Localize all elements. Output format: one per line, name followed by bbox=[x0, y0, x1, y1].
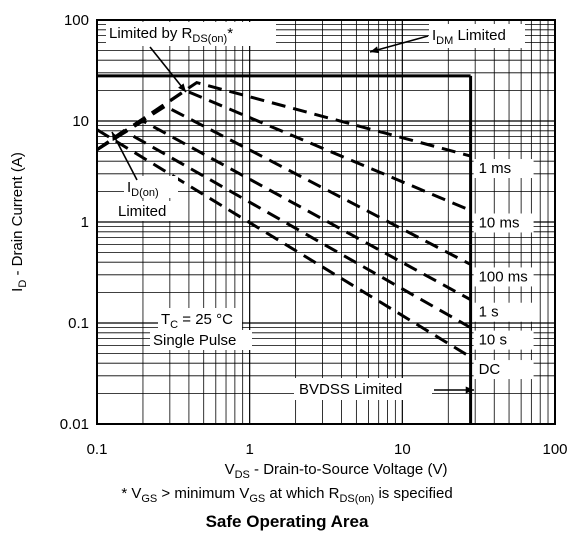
annotation-idm-limited: IDM Limited bbox=[432, 27, 506, 47]
arrow-rds bbox=[149, 46, 187, 93]
y-axis-title-part: D bbox=[17, 280, 29, 288]
curve-label-bg bbox=[473, 213, 534, 233]
annotation-idm-limited-bg bbox=[429, 24, 525, 48]
curve-label: 1 ms bbox=[479, 160, 512, 177]
x-axis-title: VDS - Drain-to-Source Voltage (V) bbox=[225, 461, 448, 481]
footnote: * VGS > minimum VGS at which RDS(on) is … bbox=[121, 485, 453, 505]
annotation-idon-limited: Limited bbox=[118, 203, 166, 220]
curve-label: 1 s bbox=[479, 304, 499, 321]
annotation-idon: ID(on) bbox=[127, 179, 159, 199]
curve-label-bg bbox=[473, 159, 534, 179]
y-tick-label: 1 bbox=[81, 214, 89, 231]
annotation-tc-part: T bbox=[161, 311, 170, 328]
series-10-s bbox=[96, 129, 472, 329]
curve-label-bg bbox=[473, 267, 534, 287]
arrow-idon bbox=[111, 131, 138, 181]
annotation-idm-limited-part: I bbox=[432, 27, 436, 44]
annotation-idon-bg bbox=[124, 176, 178, 198]
annotation-rds-limited: Limited by RDS(on)* bbox=[109, 25, 233, 45]
plot-frame bbox=[96, 19, 556, 425]
curve-label-bg bbox=[473, 360, 534, 380]
curve-label: 10 ms bbox=[479, 214, 520, 231]
annotation-rds-limited-part: Limited by R bbox=[109, 25, 193, 42]
y-tick-label: 100 bbox=[64, 12, 89, 29]
curves bbox=[96, 74, 473, 424]
x-tick-label: 1 bbox=[245, 441, 253, 458]
series-1-s bbox=[96, 119, 472, 302]
annotation-idm-limited-part: DM bbox=[436, 35, 453, 47]
annotation-bvdss: BVDSS Limited bbox=[299, 381, 402, 398]
annotation-pulse-bg bbox=[150, 330, 252, 350]
annotation-single-pulse: Single Pulse bbox=[153, 332, 236, 349]
y-tick-label: 0.01 bbox=[60, 416, 89, 433]
annotation-idon-limited-bg bbox=[115, 201, 183, 221]
annotation-idon-part: I bbox=[127, 179, 131, 196]
series-1-ms bbox=[96, 80, 471, 158]
curve-label: DC bbox=[479, 361, 501, 378]
arrow-idon-head bbox=[112, 132, 119, 141]
annotation-tc: TC = 25 °C bbox=[161, 311, 233, 331]
annotation-rds-limited-bg bbox=[106, 22, 276, 46]
annotation-tc-bg bbox=[158, 308, 242, 330]
x-tick-label: 10 bbox=[394, 441, 411, 458]
y-tick-label: 0.1 bbox=[68, 315, 89, 332]
y-axis-title-part: I bbox=[9, 288, 26, 292]
x-tick-label: 100 bbox=[542, 441, 567, 458]
series-DC bbox=[96, 128, 472, 359]
curve-label-bg bbox=[473, 302, 534, 322]
arrow-bvdss-head bbox=[465, 386, 474, 394]
ticks: 0.1 1 10 100 0.01 0.1 1 10 100 VDS - Drain-to-Sou… bbox=[9, 12, 568, 481]
annotations: 1 ms 10 ms 100 ms 1 s 10 s DC Limited by RDS(o… bbox=[106, 22, 534, 400]
curve-label: 100 ms bbox=[479, 268, 528, 285]
annotation-idm-limited-part: Limited bbox=[453, 27, 506, 44]
y-tick-label: 10 bbox=[72, 113, 89, 130]
x-axis-title-part: - Drain-to-Source Voltage (V) bbox=[250, 461, 448, 478]
arrow-rds-head bbox=[178, 83, 186, 92]
x-axis-title-part: V bbox=[225, 461, 235, 478]
y-axis-title: ID - Drain Current (A) bbox=[9, 152, 29, 292]
x-tick-label: 0.1 bbox=[87, 441, 108, 458]
annotation-rds-limited-part: DS(on) bbox=[192, 33, 227, 45]
arrow-idm-head bbox=[370, 46, 379, 54]
annotation-idon-part: D(on) bbox=[131, 187, 159, 199]
annotation-rds-limited-part: * bbox=[227, 25, 233, 42]
annotation-bvdss-bg bbox=[294, 378, 432, 400]
annotation-tc-part: = 25 °C bbox=[178, 311, 233, 328]
curve-label-bg bbox=[473, 330, 534, 350]
x-axis-title-part: DS bbox=[235, 469, 250, 481]
chart-caption: Safe Operating Area bbox=[205, 512, 369, 531]
curve-label: 10 s bbox=[479, 332, 507, 349]
arrow-idm bbox=[369, 35, 429, 53]
y-axis-title-part: - Drain Current (A) bbox=[9, 152, 26, 280]
annotation-tc-part: C bbox=[170, 319, 178, 331]
